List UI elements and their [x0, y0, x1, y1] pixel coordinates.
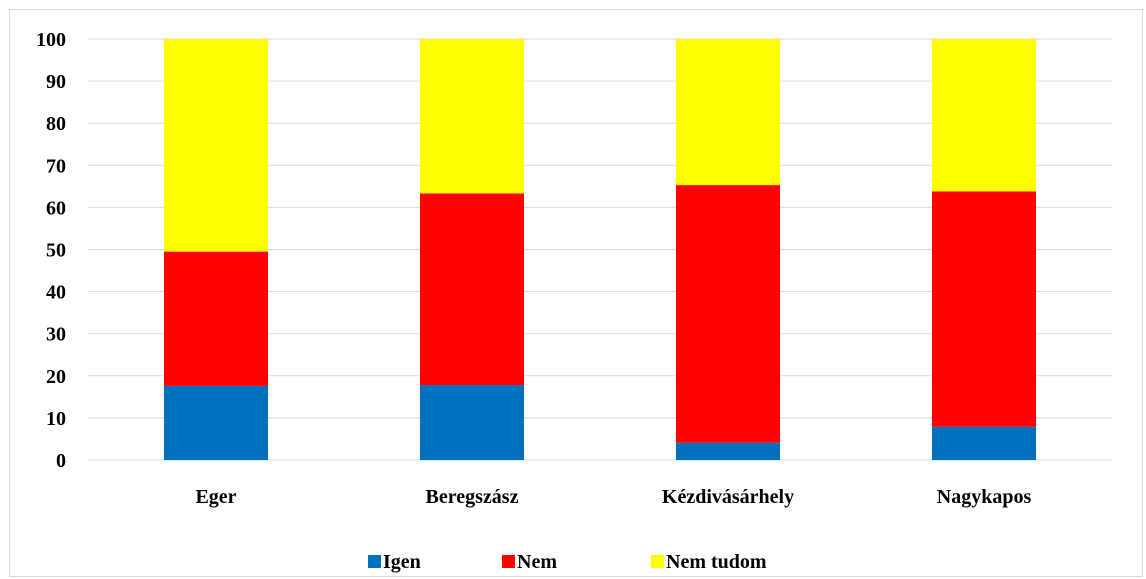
legend-label: Nem tudom — [666, 551, 767, 573]
bar-nem-tudom-0 — [164, 39, 268, 252]
bar-nem-tudom-3 — [932, 39, 1036, 192]
y-tick-label: 20 — [46, 366, 66, 388]
y-tick-label: 50 — [46, 240, 66, 262]
bar-nem-3 — [932, 191, 1036, 427]
legend: Igen Nem Nem tudom — [368, 551, 767, 573]
legend-label: Nem — [517, 551, 557, 573]
bar-nem-2 — [676, 185, 780, 443]
bar-nem-tudom-1 — [420, 39, 524, 194]
x-category-label: Nagykapos — [937, 486, 1032, 508]
y-tick-label: 40 — [46, 282, 66, 304]
bar-nem-tudom-2 — [676, 39, 780, 186]
x-category-label: Eger — [195, 486, 236, 508]
y-tick-label: 0 — [56, 450, 66, 472]
y-tick-label: 90 — [46, 71, 66, 93]
y-tick-label: 30 — [46, 324, 66, 346]
x-category-label: Beregszász — [426, 486, 519, 508]
y-tick-label: 10 — [46, 408, 66, 430]
bar-igen-3 — [932, 426, 1036, 460]
y-tick-label: 70 — [46, 155, 66, 177]
legend-label: Igen — [383, 551, 421, 573]
bar-igen-2 — [676, 442, 780, 460]
bar-igen-1 — [420, 385, 524, 460]
legend-swatch-nem-tudom — [651, 555, 664, 568]
x-category-label: Kézdivásárhely — [662, 486, 794, 508]
y-axis-ticks: 0 10 20 30 40 50 60 70 80 90 100 — [36, 29, 66, 472]
y-tick-label: 100 — [36, 29, 66, 51]
legend-swatch-igen — [368, 555, 381, 568]
bar-nem-0 — [164, 251, 268, 386]
y-tick-label: 80 — [46, 113, 66, 135]
legend-swatch-nem — [502, 555, 515, 568]
bars — [164, 39, 1036, 460]
bar-nem-1 — [420, 193, 524, 386]
y-tick-label: 60 — [46, 197, 66, 219]
bar-igen-0 — [164, 385, 268, 460]
x-axis-categories: Eger Beregszász Kézdivásárhely Nagykapos — [195, 486, 1031, 508]
